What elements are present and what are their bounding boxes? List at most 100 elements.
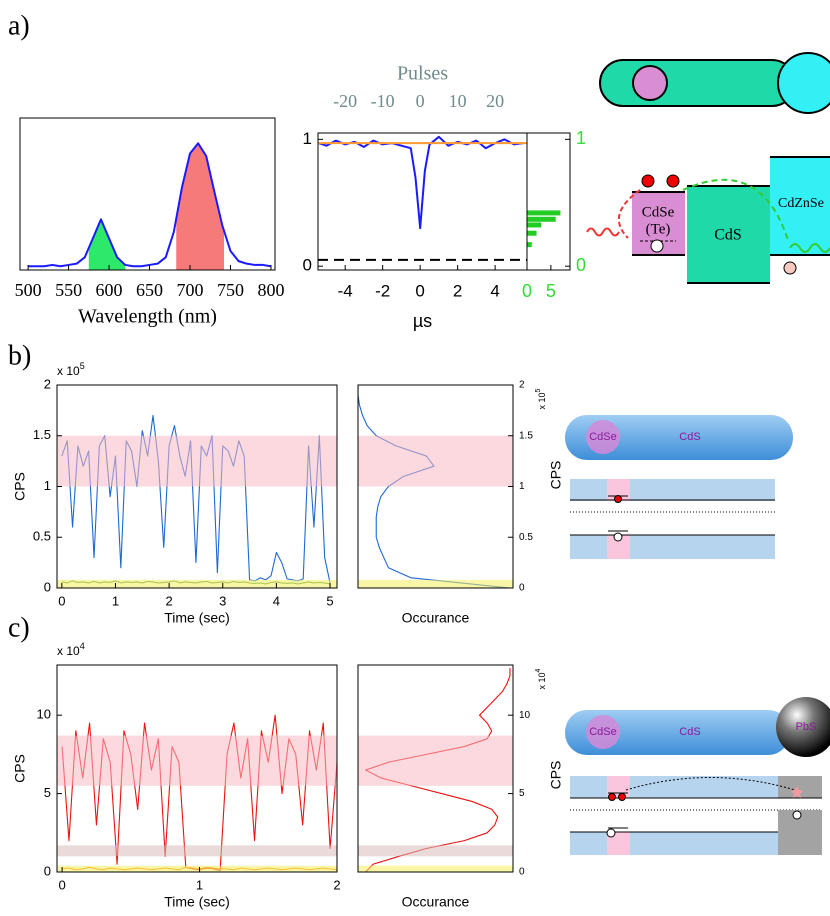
- x-tick-label: 0: [58, 593, 65, 608]
- bar: [527, 210, 560, 215]
- axes-frame: [20, 118, 275, 270]
- y-tick-label: 5: [519, 788, 525, 799]
- plot-area: [358, 668, 513, 872]
- figure: a) b) c) CdSe (Te) CdS CdZnSe CdSe CdS: [0, 0, 830, 916]
- electron: [615, 496, 622, 503]
- plot-area: [318, 137, 527, 260]
- tip: [778, 53, 830, 113]
- material-label: (Te): [646, 221, 671, 237]
- axes-frame: [527, 133, 570, 270]
- x-tick-label: 700: [177, 280, 204, 300]
- material-label: CdZnSe: [778, 196, 824, 211]
- x-tick-label: 5: [326, 593, 333, 608]
- diagram-b: CdSe CdS CPS: [548, 415, 793, 559]
- electron: [667, 175, 679, 187]
- multiplier-exponent: 5: [535, 388, 542, 392]
- x2-axis-label: Pulses: [397, 63, 448, 85]
- bar: [527, 242, 532, 247]
- axis-multiplier: x 104: [535, 668, 548, 689]
- y-tick-label: 0.5: [33, 529, 51, 544]
- y-tick-label: 1: [303, 129, 312, 148]
- bar: [527, 222, 541, 227]
- axis-multiplier: x 105: [535, 388, 548, 409]
- y-tick-label: 1: [519, 481, 525, 492]
- band: [358, 736, 513, 786]
- axis-label: CPS: [548, 461, 564, 490]
- hole: [784, 262, 796, 274]
- x-axis-label: µs: [413, 311, 432, 331]
- band: [57, 736, 337, 786]
- x-tick-label: 800: [257, 280, 284, 300]
- page: a) b) c) CdSe (Te) CdS CdZnSe CdSe CdS: [0, 0, 830, 916]
- x-tick-label: 600: [96, 280, 123, 300]
- x2-tick-label: 10: [449, 91, 467, 111]
- material-label: CdS: [714, 227, 742, 244]
- series-line: [319, 137, 523, 228]
- y-tick-label: 1.5: [33, 427, 51, 442]
- band: [570, 479, 775, 501]
- multiplier-base: x 10: [57, 364, 80, 378]
- band: [570, 832, 778, 855]
- y-tick-label: 0: [303, 256, 312, 275]
- y-tick-label: 0: [576, 255, 586, 275]
- band: [358, 866, 513, 872]
- axis-label: CPS: [548, 761, 564, 790]
- multiplier-exponent: 4: [80, 641, 85, 651]
- x-tick-label: -2: [375, 281, 390, 300]
- x-tick-label: 2: [333, 877, 340, 892]
- multiplier-exponent: 5: [80, 361, 85, 371]
- electron: [619, 794, 626, 801]
- band: [57, 580, 337, 588]
- material-label: CdS: [679, 431, 700, 443]
- diagram-c: CdSe CdS PbS CPS: [548, 697, 830, 855]
- plot-area: [358, 385, 513, 588]
- material-label: CdSe: [589, 431, 617, 443]
- x-tick-label: 750: [217, 280, 244, 300]
- bar: [527, 217, 556, 222]
- x2-tick-label: 20: [486, 91, 504, 111]
- material-label: CdSe: [642, 204, 675, 220]
- hole: [651, 240, 663, 252]
- material-label: CdSe: [589, 726, 617, 738]
- x-axis-label: Wavelength (nm): [78, 306, 217, 328]
- x-axis-label: Occurance: [402, 894, 470, 910]
- y-tick-label: 2: [519, 380, 525, 391]
- emission: [587, 229, 619, 236]
- y-tick-label: 1: [44, 478, 51, 493]
- shaded-region: [89, 219, 125, 270]
- hole: [793, 811, 801, 819]
- electron: [642, 175, 654, 187]
- x-tick-label: 550: [55, 280, 82, 300]
- y-tick-label: 10: [519, 710, 531, 721]
- rod: [600, 60, 795, 106]
- x-axis-label: Occurance: [402, 610, 470, 626]
- plot-area: [28, 143, 271, 270]
- multiplier-exponent: 4: [535, 668, 542, 672]
- plot-area: [57, 415, 337, 588]
- x-tick-label: -4: [338, 281, 353, 300]
- multiplier-base: x 10: [537, 672, 547, 689]
- y-tick-label: 1: [576, 128, 586, 148]
- y-axis-label: CPS: [12, 472, 28, 501]
- x-tick-label: 1: [196, 877, 203, 892]
- multiplier-base: x 10: [537, 392, 547, 409]
- diagram-a: CdSe (Te) CdS CdZnSe: [587, 53, 830, 283]
- plot-area: [57, 715, 337, 872]
- y-tick-label: 0.5: [519, 532, 533, 543]
- x2-tick-label: 0: [416, 91, 425, 111]
- x-axis-label: Time (sec): [164, 894, 230, 910]
- band: [358, 845, 513, 856]
- y-tick-label: 0: [44, 863, 51, 878]
- band: [57, 845, 337, 856]
- band: [358, 436, 513, 487]
- axis-multiplier: x 104: [57, 641, 85, 658]
- band: [57, 866, 337, 872]
- y-tick-label: 0: [519, 583, 525, 594]
- series-line: [28, 143, 271, 266]
- y-tick-label: 0: [519, 867, 525, 878]
- shaded-region: [176, 143, 224, 270]
- x-tick-label: 0: [522, 281, 532, 301]
- x-tick-label: 4: [490, 281, 499, 300]
- material-label: PbS: [796, 721, 817, 733]
- panel-label: c): [8, 612, 30, 643]
